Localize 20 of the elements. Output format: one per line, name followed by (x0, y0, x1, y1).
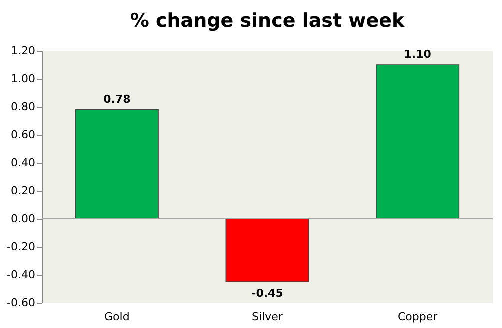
y-tick-label: 0.80 (11, 100, 36, 114)
y-tick-label: -0.20 (7, 240, 36, 254)
bar (376, 64, 460, 220)
y-tick-label: 1.00 (11, 72, 36, 86)
y-tick-label: 0.20 (11, 184, 36, 198)
y-tick-label: -0.60 (7, 296, 36, 310)
y-tick-label: 0.00 (11, 212, 36, 226)
x-tick-label: Gold (104, 310, 130, 324)
chart-title: % change since last week (130, 10, 406, 32)
y-tick-label: 1.20 (11, 44, 36, 58)
x-tick-label: Silver (252, 310, 284, 324)
bar (75, 109, 159, 220)
x-tick-label: Copper (398, 310, 438, 324)
data-label: -0.45 (252, 287, 284, 300)
data-label: 0.78 (104, 92, 131, 106)
y-tick-label: 0.60 (11, 128, 36, 142)
y-tick-label: 0.40 (11, 156, 36, 170)
bar (226, 218, 310, 282)
data-label: 1.10 (404, 48, 432, 61)
y-tick-label: -0.40 (7, 268, 36, 282)
